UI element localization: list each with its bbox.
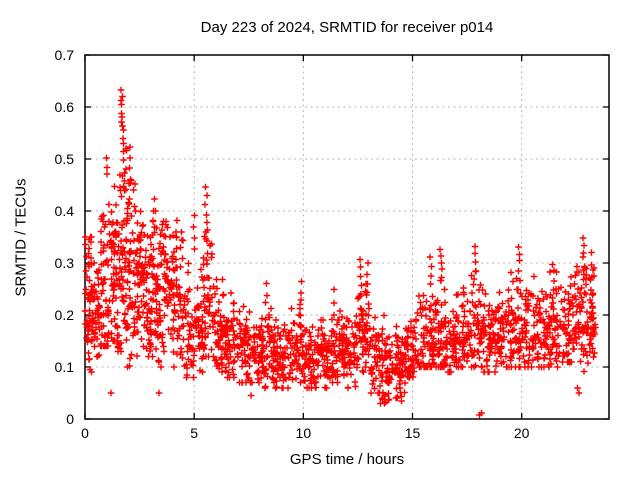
y-tick-label: 0.5 [55, 151, 75, 167]
x-tick-label: 0 [81, 425, 89, 441]
y-tick-label: 0.3 [55, 255, 75, 271]
data-points [81, 86, 599, 419]
y-tick-label: 0.2 [55, 307, 75, 323]
y-tick-label: 0.7 [55, 47, 75, 63]
y-tick-label: 0.4 [55, 203, 75, 219]
y-tick-label: 0 [66, 411, 74, 427]
y-tick-label: 0.6 [55, 99, 75, 115]
x-tick-label: 5 [190, 425, 198, 441]
chart-title: Day 223 of 2024, SRMTID for receiver p01… [200, 19, 494, 36]
x-axis-title: GPS time / hours [289, 451, 405, 468]
x-tick-label: 15 [405, 425, 421, 441]
y-tick-label: 0.1 [55, 359, 75, 375]
x-tick-label: 10 [296, 425, 312, 441]
x-tick-label: 20 [514, 425, 530, 441]
